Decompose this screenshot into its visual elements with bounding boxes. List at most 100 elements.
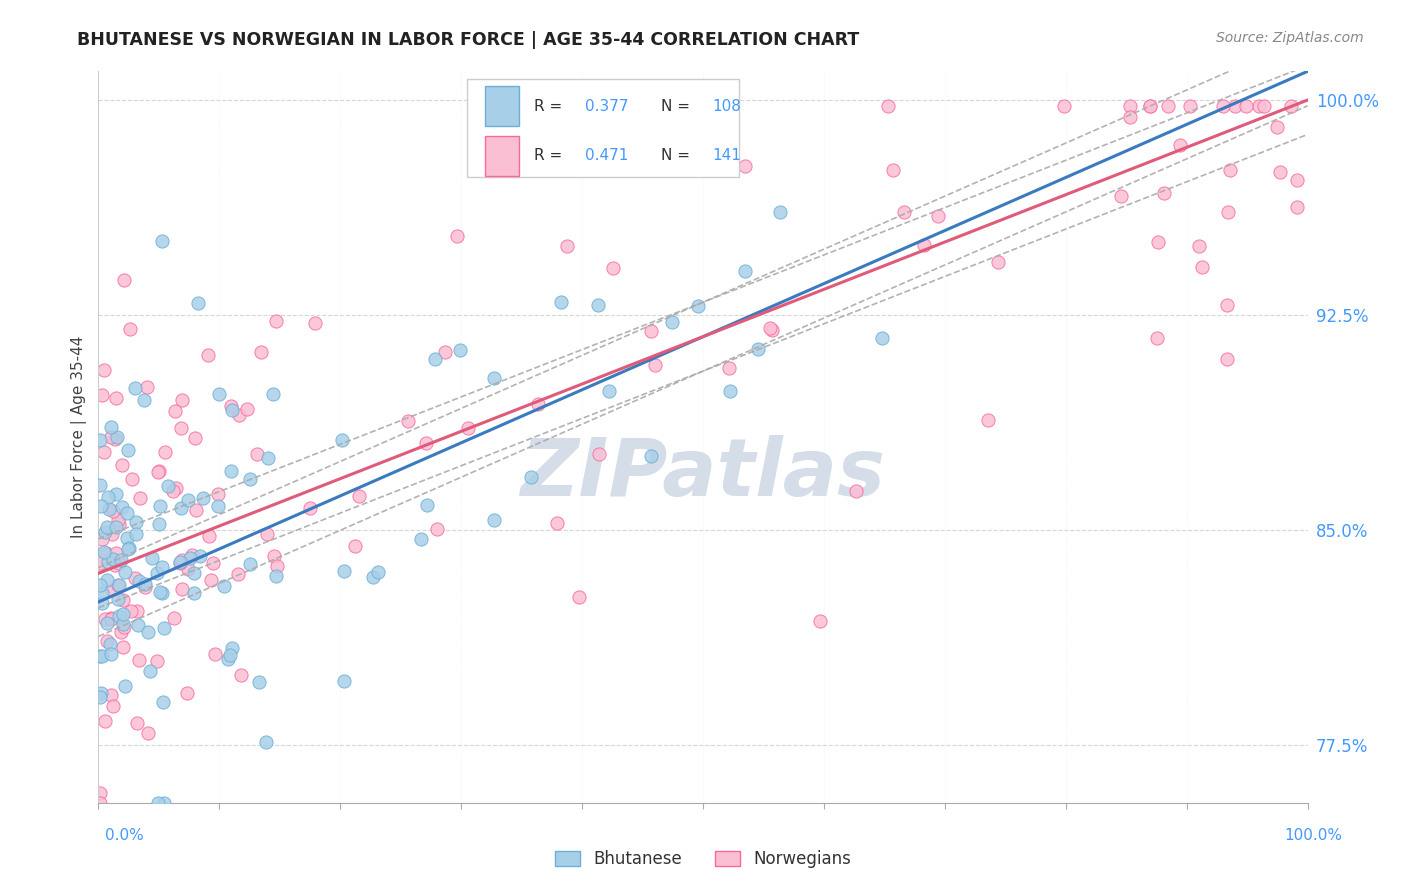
Point <box>264 313 287 327</box>
Point <box>89 556 111 570</box>
Point <box>1265 120 1288 135</box>
Point <box>217 651 239 665</box>
Point <box>1247 99 1270 113</box>
Point <box>114 679 136 693</box>
Point <box>219 464 242 478</box>
Point <box>96 490 118 504</box>
Point <box>1157 99 1180 113</box>
Point <box>156 478 179 492</box>
Point <box>550 295 572 310</box>
Point <box>89 578 111 592</box>
Point <box>101 582 124 597</box>
Text: N =: N = <box>661 148 695 163</box>
Point <box>555 239 578 253</box>
Point <box>93 545 115 559</box>
Point <box>141 550 163 565</box>
Point <box>108 609 131 624</box>
Point <box>128 653 150 667</box>
Text: 100.0%: 100.0% <box>1285 829 1343 843</box>
Point <box>93 612 115 626</box>
Point <box>1119 110 1142 124</box>
Point <box>640 449 662 463</box>
Point <box>734 159 756 173</box>
Point <box>177 562 200 576</box>
Point <box>207 487 229 501</box>
Point <box>180 548 202 562</box>
Point <box>124 381 146 395</box>
Point <box>91 648 114 663</box>
Point <box>128 574 150 588</box>
Point <box>977 413 1000 427</box>
Point <box>1253 99 1275 113</box>
Point <box>1286 200 1309 214</box>
Point <box>239 472 262 486</box>
Point <box>89 690 111 704</box>
Point <box>146 566 169 580</box>
Point <box>132 393 155 408</box>
Point <box>176 686 198 700</box>
FancyBboxPatch shape <box>467 78 740 178</box>
Point <box>89 649 111 664</box>
Point <box>747 343 769 357</box>
Point <box>108 557 131 571</box>
Point <box>129 491 152 505</box>
Point <box>89 478 111 492</box>
Point <box>112 616 135 631</box>
Point <box>263 549 285 563</box>
Point <box>912 238 935 252</box>
Point <box>1216 298 1239 312</box>
Text: 141: 141 <box>713 148 741 163</box>
Point <box>208 387 231 401</box>
Point <box>186 503 208 517</box>
Point <box>568 591 591 605</box>
Point <box>188 549 211 563</box>
Point <box>107 578 129 592</box>
Point <box>304 316 326 330</box>
Point <box>89 796 111 810</box>
Point <box>152 694 174 708</box>
Point <box>120 604 142 618</box>
Point <box>148 516 170 531</box>
Point <box>718 384 741 398</box>
Point <box>162 484 184 499</box>
Point <box>207 500 229 514</box>
Point <box>239 557 262 571</box>
Point <box>183 586 205 600</box>
Point <box>1188 239 1211 253</box>
Point <box>100 526 122 541</box>
Point <box>96 615 118 630</box>
Point <box>150 586 173 600</box>
Point <box>484 370 506 384</box>
Point <box>330 434 353 448</box>
Point <box>343 539 366 553</box>
Point <box>423 351 446 366</box>
Point <box>415 436 437 450</box>
Point <box>146 654 169 668</box>
Point <box>1216 351 1239 366</box>
Point <box>870 331 893 345</box>
Point <box>228 409 250 423</box>
Point <box>98 501 121 516</box>
Point <box>266 559 288 574</box>
Point <box>90 685 112 699</box>
Point <box>117 541 139 556</box>
Point <box>1268 164 1291 178</box>
Point <box>169 556 191 570</box>
Point <box>127 604 149 618</box>
Point <box>1178 99 1201 113</box>
Point <box>169 556 191 570</box>
Text: R =: R = <box>534 99 567 114</box>
Point <box>1153 186 1175 201</box>
Point <box>229 668 252 682</box>
Point <box>127 617 149 632</box>
Point <box>1168 138 1191 153</box>
Point <box>602 260 624 275</box>
Point <box>1219 163 1241 178</box>
Point <box>112 273 135 287</box>
Point <box>134 576 156 591</box>
Point <box>104 558 127 573</box>
Point <box>718 361 741 376</box>
Point <box>93 362 115 376</box>
Point <box>162 611 184 625</box>
Point <box>527 397 550 411</box>
